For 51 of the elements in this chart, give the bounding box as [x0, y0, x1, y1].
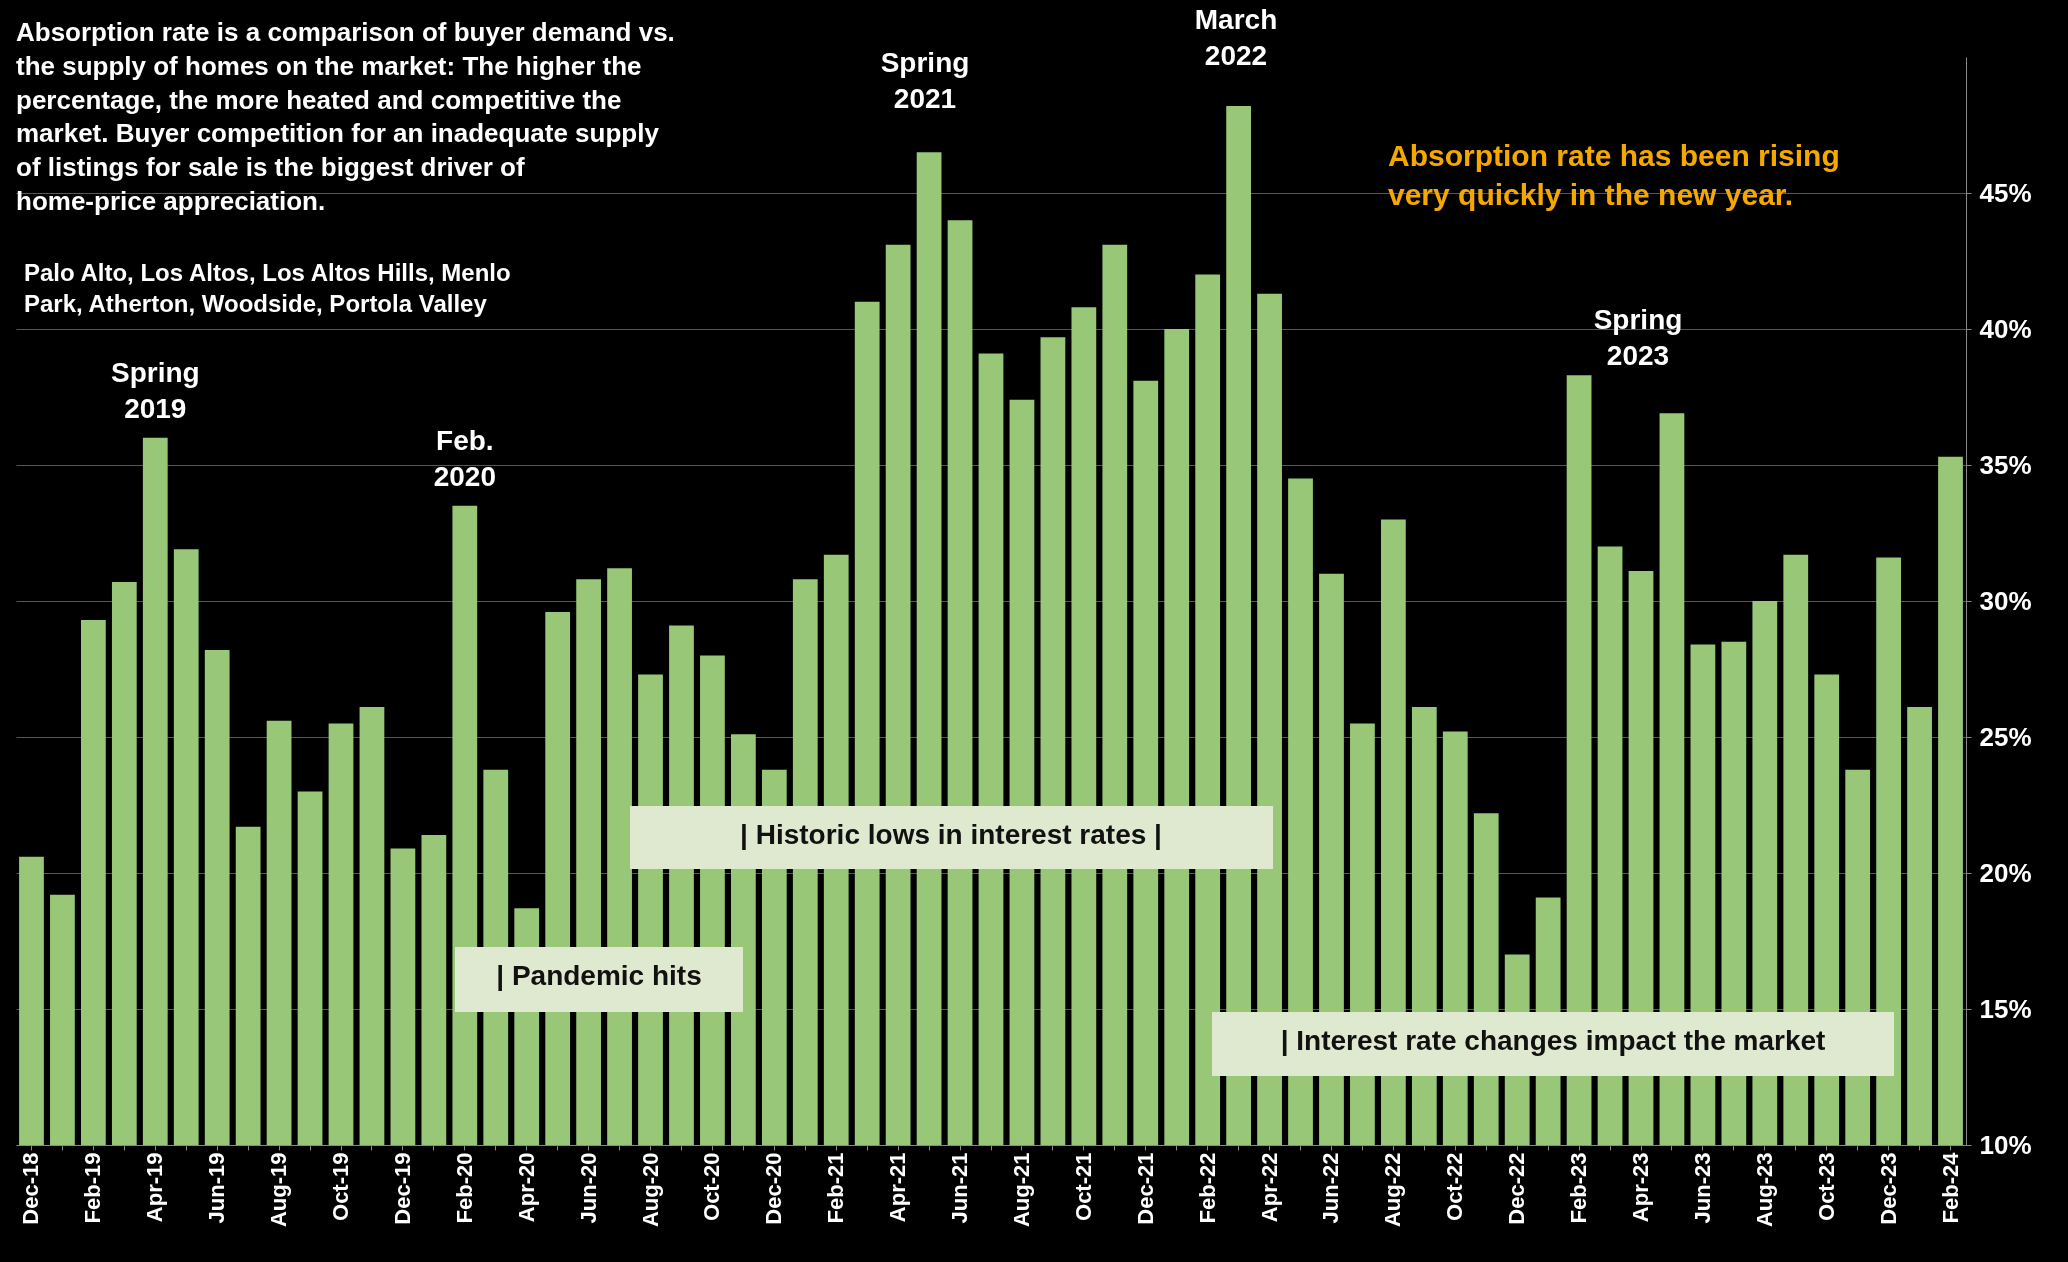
annotation: | Pandemic hits — [496, 960, 702, 991]
x-tick-label: Feb-23 — [1566, 1152, 1592, 1224]
x-tick-label: Dec-19 — [389, 1152, 415, 1225]
x-tick-label: Dec-18 — [18, 1152, 44, 1225]
annotation: March 2022 — [1194, 4, 1278, 72]
x-tick-label: Apr-23 — [1628, 1152, 1653, 1223]
x-tick-label: Oct-19 — [328, 1152, 353, 1221]
x-tick-label: Oct-20 — [699, 1152, 725, 1221]
x-tick-label: Apr-20 — [513, 1152, 539, 1223]
x-tick-label: Apr-21 — [885, 1152, 911, 1223]
x-tick-label: Feb-24 — [1937, 1151, 1963, 1224]
x-tick-label: Oct-21 — [1070, 1152, 1096, 1221]
x-tick-label: Jun-21 — [947, 1152, 973, 1224]
y-tick-label: 40% — [1979, 313, 2032, 344]
x-tick-label: Dec-20 — [761, 1152, 787, 1225]
x-tick-label: Oct-23 — [1813, 1152, 1839, 1221]
x-tick-label: Apr-19 — [142, 1152, 168, 1223]
x-tick-label: Jun-23 — [1689, 1152, 1715, 1224]
x-tick-label: Aug-19 — [266, 1152, 292, 1228]
annotation: | Interest rate changes impact the market — [1280, 1025, 1826, 1056]
x-tick-label: Feb-21 — [823, 1152, 849, 1224]
annotation: Spring 2019 — [110, 356, 200, 425]
x-tick-label: Jun-22 — [1318, 1152, 1344, 1224]
annotation: Absorption rate has been rising very quickly in the new year. — [1388, 139, 1840, 211]
y-tick-label: 45% — [1979, 177, 2032, 208]
y-tick-label: 10% — [1979, 1129, 2032, 1160]
x-tick-label: Apr-22 — [1256, 1152, 1282, 1223]
y-tick-label: 35% — [1979, 449, 2032, 480]
annotation: Spring 2021 — [880, 47, 970, 115]
x-tick-label: Dec-22 — [1504, 1152, 1530, 1225]
x-tick-label: Feb-20 — [451, 1152, 477, 1224]
x-tick-label: Aug-21 — [1008, 1152, 1034, 1228]
y-tick-label: 15% — [1979, 993, 2032, 1024]
annotation: Absorption rate is a comparison of buyer demand vs. the supply of homes on the market: The higher the percentage, the more heated and competitive the market. Buyer competition for an inadequate supply of listings for sale is the biggest driver of home-price appreciation. — [16, 17, 675, 216]
x-tick-label: Aug-23 — [1751, 1152, 1777, 1228]
x-tick-label: Feb-22 — [1194, 1152, 1220, 1224]
y-tick-label: 20% — [1979, 857, 2032, 888]
x-tick-label: Dec-21 — [1132, 1152, 1158, 1225]
x-tick-label: Aug-20 — [637, 1152, 663, 1228]
annotation: Palo Alto, Los Altos, Los Altos Hills, Menlo Park, Atherton, Woodside, Portola Valley — [24, 259, 511, 318]
x-tick-label: Aug-22 — [1380, 1152, 1406, 1228]
y-tick-label: 25% — [1979, 721, 2032, 752]
x-tick-label: Feb-19 — [80, 1152, 106, 1224]
annotation: Spring 2023 — [1593, 304, 1683, 372]
x-tick-label: Oct-22 — [1442, 1152, 1468, 1221]
x-tick-label: Jun-20 — [575, 1152, 601, 1224]
x-tick-label: Jun-19 — [204, 1152, 230, 1224]
y-tick-label: 30% — [1979, 585, 2032, 616]
annotation: Feb. 2020 — [433, 424, 496, 493]
x-tick-label: Dec-23 — [1875, 1152, 1901, 1225]
annotation: | Historic lows in interest rates | — [740, 819, 1162, 850]
